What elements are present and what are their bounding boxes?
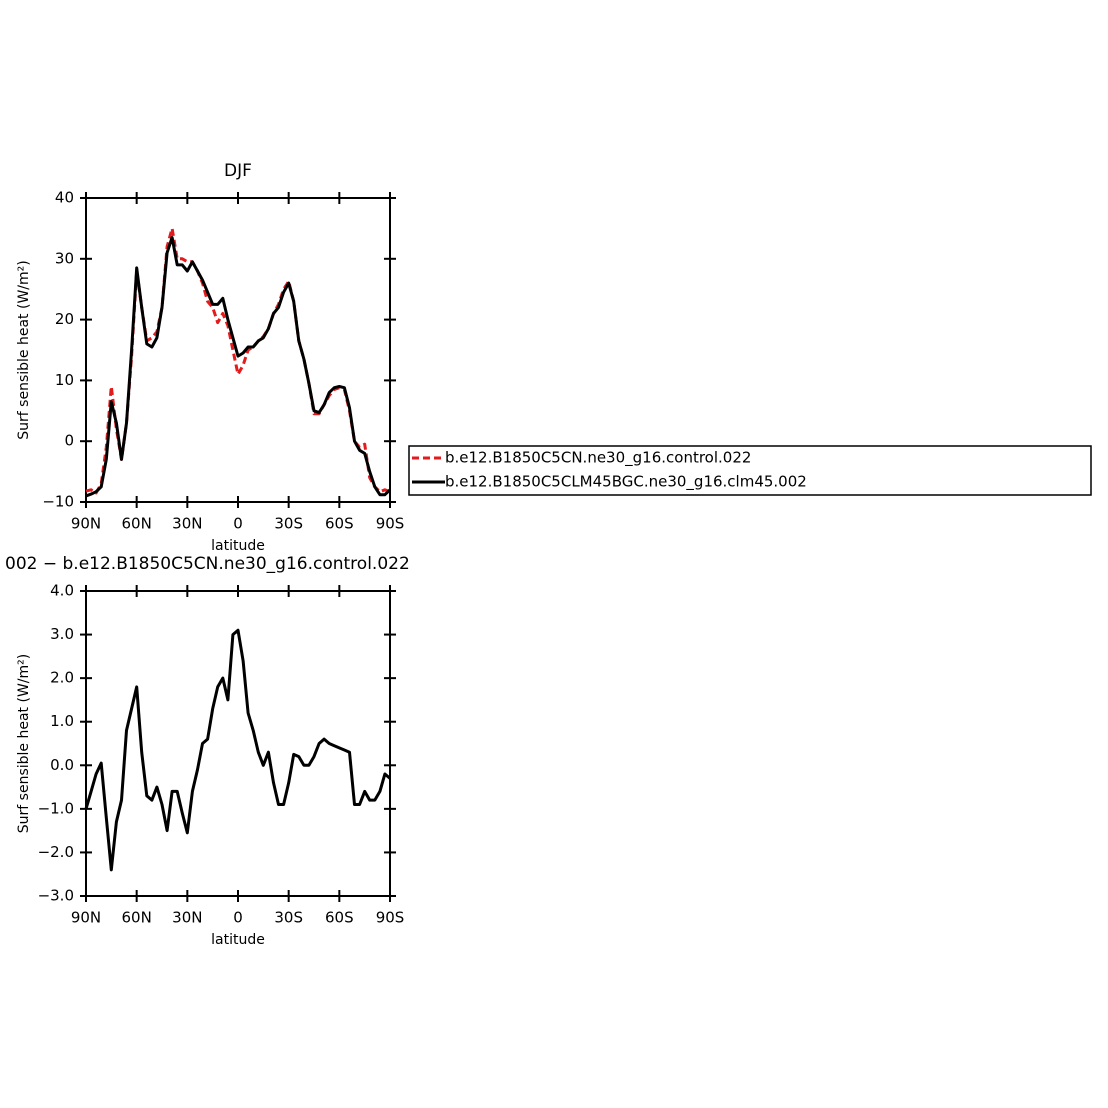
legend-box [408,445,1092,496]
x-tick-label: 60N [122,515,152,533]
y-tick-label: −1.0 [38,799,74,817]
x-axis-label: latitude [211,538,265,554]
x-tick-label: 0 [233,909,243,927]
y-tick-label: 4.0 [50,582,74,600]
y-tick-label: −10 [42,493,74,511]
data-line [85,236,392,498]
x-tick-label: 90S [376,515,405,533]
y-axis-label: Surf sensible heat (W/m²) [16,260,32,439]
y-tick-label: −3.0 [38,887,74,905]
y-tick-label: 30 [55,249,74,267]
x-tick-label: 90N [71,515,101,533]
y-axis-label: Surf sensible heat (W/m²) [16,654,32,833]
x-axis-label: latitude [211,932,265,948]
x-tick-label: 0 [233,515,243,533]
y-tick-label: 3.0 [50,625,74,643]
x-tick-label: 60S [325,515,354,533]
x-tick-label: 30S [274,909,303,927]
chart-title: DJF [224,161,252,181]
y-tick-label: 0.0 [50,756,74,774]
x-tick-label: 30N [172,909,202,927]
y-tick-label: 40 [55,189,74,207]
data-line [84,628,391,872]
legend-label: b.e12.B1850C5CN.ne30_g16.control.022 [445,449,751,468]
y-tick-label: 10 [55,371,74,389]
y-tick-label: 20 [55,310,74,328]
y-tick-label: −2.0 [38,843,74,861]
y-tick-label: 2.0 [50,669,74,687]
x-tick-label: 30N [172,515,202,533]
y-tick-label: 0 [64,432,74,450]
x-tick-label: 90N [71,909,101,927]
chart-title: 002 − b.e12.B1850C5CN.ne30_g16.control.0… [5,554,410,574]
x-tick-label: 60N [122,909,152,927]
legend-label: b.e12.B1850C5CLM45BGC.ne30_g16.clm45.002 [445,473,807,492]
x-tick-label: 60S [325,909,354,927]
y-tick-label: 1.0 [50,712,74,730]
x-tick-label: 30S [274,515,303,533]
x-tick-label: 90S [376,909,405,927]
